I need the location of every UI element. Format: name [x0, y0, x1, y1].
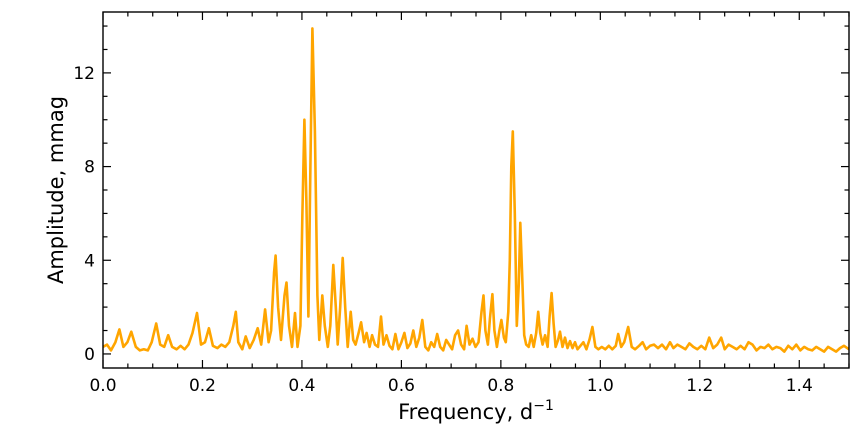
- x-axis-label: Frequency, d−1: [398, 398, 554, 424]
- y-tick-label: 4: [84, 251, 95, 271]
- x-tick-label: 0.8: [487, 376, 514, 396]
- x-tick-label: 0.6: [388, 376, 415, 396]
- y-tick-label: 8: [84, 158, 95, 178]
- x-tick-label: 0.4: [288, 376, 315, 396]
- x-tick-label: 0.2: [189, 376, 216, 396]
- x-tick-label: 1.2: [686, 376, 713, 396]
- y-axis-label: Amplitude, mmag: [44, 96, 68, 284]
- y-axis-ticks: 0 4 8 12: [73, 25, 849, 365]
- x-axis-ticks: 0.0 0.2 0.4 0.6 0.8 1.0 1.2 1.4: [89, 12, 850, 396]
- x-tick-label: 1.0: [587, 376, 614, 396]
- plot-frame: [102, 11, 850, 369]
- amplitude-series-line: [103, 27, 849, 353]
- x-tick-label: 0.0: [89, 376, 116, 396]
- x-tick-label: 1.4: [786, 376, 813, 396]
- y-tick-label: 0: [84, 345, 95, 365]
- y-tick-label: 12: [73, 64, 95, 84]
